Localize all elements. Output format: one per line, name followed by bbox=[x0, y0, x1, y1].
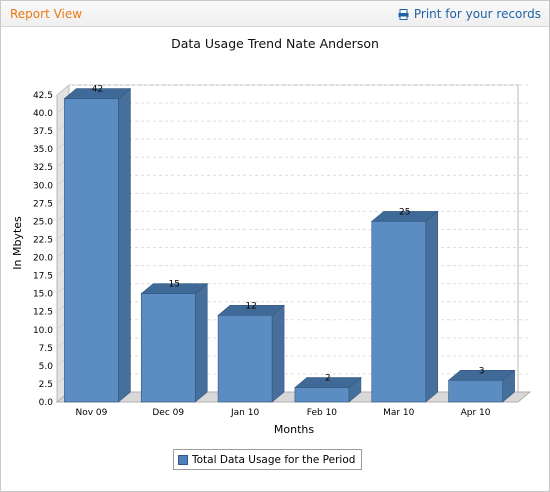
bar-front bbox=[448, 380, 503, 403]
data-label: 2 bbox=[325, 374, 331, 384]
legend-swatch bbox=[178, 454, 188, 465]
data-label: 12 bbox=[245, 301, 256, 311]
y-tick-label: 37.5 bbox=[33, 127, 53, 137]
y-tick-label: 10.0 bbox=[33, 326, 53, 336]
bar bbox=[63, 87, 132, 403]
data-label: 42 bbox=[92, 85, 103, 95]
grid-line-side bbox=[56, 84, 70, 96]
bar-front bbox=[64, 98, 119, 403]
legend-label: Total Data Usage for the Period bbox=[192, 453, 356, 466]
bar-side bbox=[425, 210, 439, 403]
data-label: 25 bbox=[399, 207, 410, 217]
y-tick-label: 17.5 bbox=[33, 272, 53, 282]
y-tick-label: 0.0 bbox=[39, 398, 54, 408]
y-tick-label: 20.0 bbox=[33, 254, 53, 264]
bar bbox=[370, 210, 439, 403]
bar-front bbox=[371, 221, 427, 403]
bar-front bbox=[217, 315, 273, 403]
data-label: 3 bbox=[479, 366, 485, 376]
y-tick-label: 35.0 bbox=[33, 145, 53, 155]
bar bbox=[217, 304, 285, 403]
bar-side bbox=[118, 87, 131, 403]
chart-legend: Total Data Usage for the Period bbox=[173, 449, 362, 470]
data-label: 15 bbox=[169, 280, 180, 290]
y-tick-label: 5.0 bbox=[39, 362, 54, 372]
y-tick-label: 25.0 bbox=[33, 217, 53, 227]
y-tick-label: 2.5 bbox=[39, 380, 53, 390]
x-axis-title: Months bbox=[274, 423, 314, 436]
report-header: Report View Print for your records bbox=[1, 1, 549, 27]
y-tick-label: 40.0 bbox=[33, 109, 53, 119]
bar bbox=[447, 369, 516, 403]
y-tick-label: 30.0 bbox=[33, 181, 53, 191]
y-tick-label: 32.5 bbox=[33, 163, 53, 173]
bar-front bbox=[140, 293, 196, 403]
x-tick-label: Nov 09 bbox=[75, 408, 107, 418]
print-link[interactable]: Print for your records bbox=[398, 7, 541, 21]
x-tick-label: Mar 10 bbox=[383, 408, 415, 418]
bar-front bbox=[294, 387, 350, 403]
bar bbox=[294, 376, 362, 403]
printer-icon bbox=[398, 8, 409, 20]
y-axis-title: In Mbytes bbox=[11, 216, 24, 270]
x-tick-label: Feb 10 bbox=[307, 408, 338, 418]
plot-back-wall bbox=[68, 84, 519, 393]
chart-title: Data Usage Trend Nate Anderson bbox=[171, 36, 379, 51]
y-tick-label: 22.5 bbox=[33, 235, 53, 245]
report-title: Report View bbox=[10, 7, 83, 21]
y-tick-label: 7.5 bbox=[39, 344, 53, 354]
x-tick-label: Apr 10 bbox=[461, 408, 491, 418]
x-tick-label: Dec 09 bbox=[152, 408, 184, 418]
y-tick-label: 27.5 bbox=[33, 199, 53, 209]
print-label: Print for your records bbox=[413, 7, 541, 21]
bar bbox=[140, 283, 209, 403]
x-tick-label: Jan 10 bbox=[230, 408, 259, 418]
y-tick-label: 12.5 bbox=[33, 308, 53, 318]
bar-side bbox=[271, 304, 285, 403]
y-tick-label: 42.5 bbox=[33, 91, 53, 101]
bar-side bbox=[194, 283, 208, 403]
y-tick-label: 15.0 bbox=[33, 290, 53, 300]
